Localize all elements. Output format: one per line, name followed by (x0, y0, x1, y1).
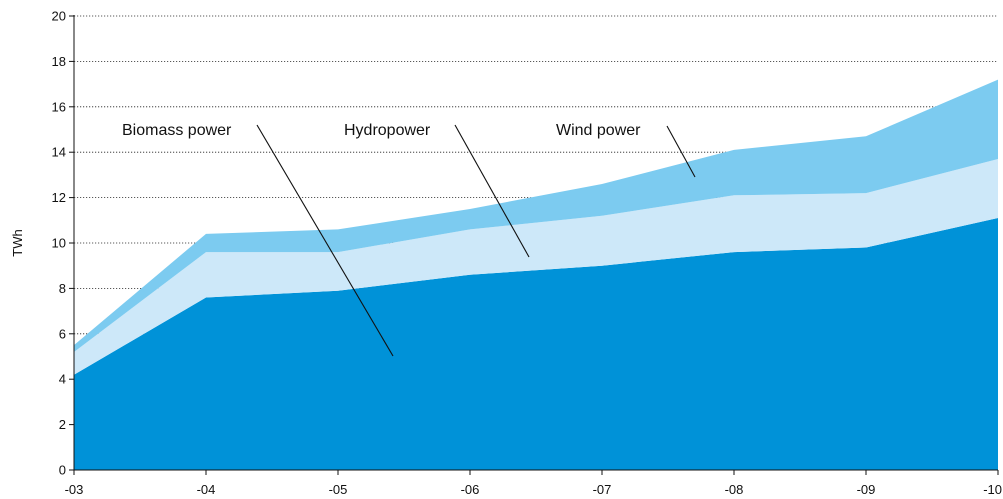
series-labels: Biomass power Hydropower Wind power (122, 122, 696, 357)
leader-line-hydropower (454, 124, 530, 258)
x-tick-label: -03 (65, 482, 84, 497)
y-tick-label: 8 (59, 281, 66, 296)
y-tick-label: 4 (59, 372, 66, 387)
x-tick-label: -07 (593, 482, 612, 497)
x-tick-label: -09 (857, 482, 876, 497)
x-tick-label: -08 (725, 482, 744, 497)
x-tick-label: -10 (983, 482, 1002, 497)
x-tick-label: -05 (329, 482, 348, 497)
area-biomass-power (74, 218, 998, 470)
x-tick-labels: -03 -04 -05 -06 -07 -08 -09 -10 (65, 470, 1002, 497)
y-tick-label: 16 (52, 99, 66, 114)
x-tick-label: -06 (461, 482, 480, 497)
leader-line-biomass-power (256, 124, 394, 357)
y-tick-label: 0 (59, 463, 66, 478)
y-tick-label: 18 (52, 54, 66, 69)
y-axis-title: TWh (10, 229, 25, 256)
y-tick-label: 12 (52, 190, 66, 205)
y-tick-label: 2 (59, 417, 66, 432)
y-tick-label: 10 (52, 236, 66, 251)
label-hydropower: Hydropower (344, 122, 431, 139)
label-biomass-power: Biomass power (122, 122, 232, 139)
series-areas (74, 79, 998, 470)
y-tick-label: 6 (59, 326, 66, 341)
y-tick-label: 20 (52, 9, 66, 24)
y-tick-label: 14 (52, 145, 66, 160)
area-hydropower (74, 159, 998, 375)
leader-line-wind-power (666, 125, 696, 178)
area-wind-power (74, 79, 998, 352)
label-wind-power: Wind power (556, 122, 641, 139)
x-tick-label: -04 (197, 482, 216, 497)
y-tick-labels: 0 2 4 6 8 10 12 14 16 18 20 (52, 9, 74, 478)
